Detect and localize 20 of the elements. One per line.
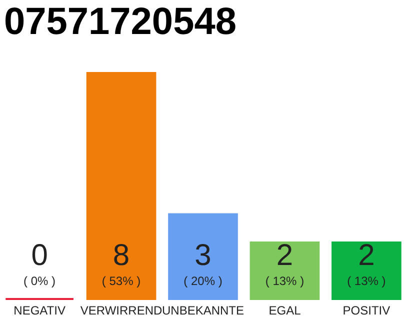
data-label: 2	[276, 239, 294, 272]
chart-title: 07571720548	[4, 1, 236, 43]
bar	[250, 242, 320, 300]
annotation: ( 20% )	[184, 274, 222, 288]
x-tick-label: VERWIRREND	[80, 304, 162, 318]
data-label: 0	[31, 239, 48, 272]
annotation: ( 13% )	[265, 274, 304, 288]
annotation: ( 13% )	[347, 274, 386, 288]
data-label: 8	[112, 239, 130, 272]
x-tick-label: UNBEKANNTE	[162, 304, 244, 318]
x-tick-label: EGAL	[268, 304, 302, 318]
x-tick-label: POSITIV	[342, 304, 390, 318]
data-label: 3	[194, 239, 212, 272]
bar	[168, 213, 238, 300]
x-tick-label: NEGATIV	[14, 304, 66, 318]
data-label: 2	[358, 239, 375, 272]
annotation: ( 0% )	[24, 274, 56, 288]
bar	[86, 72, 156, 300]
annotation: ( 53% )	[102, 274, 141, 288]
bar	[332, 242, 402, 300]
